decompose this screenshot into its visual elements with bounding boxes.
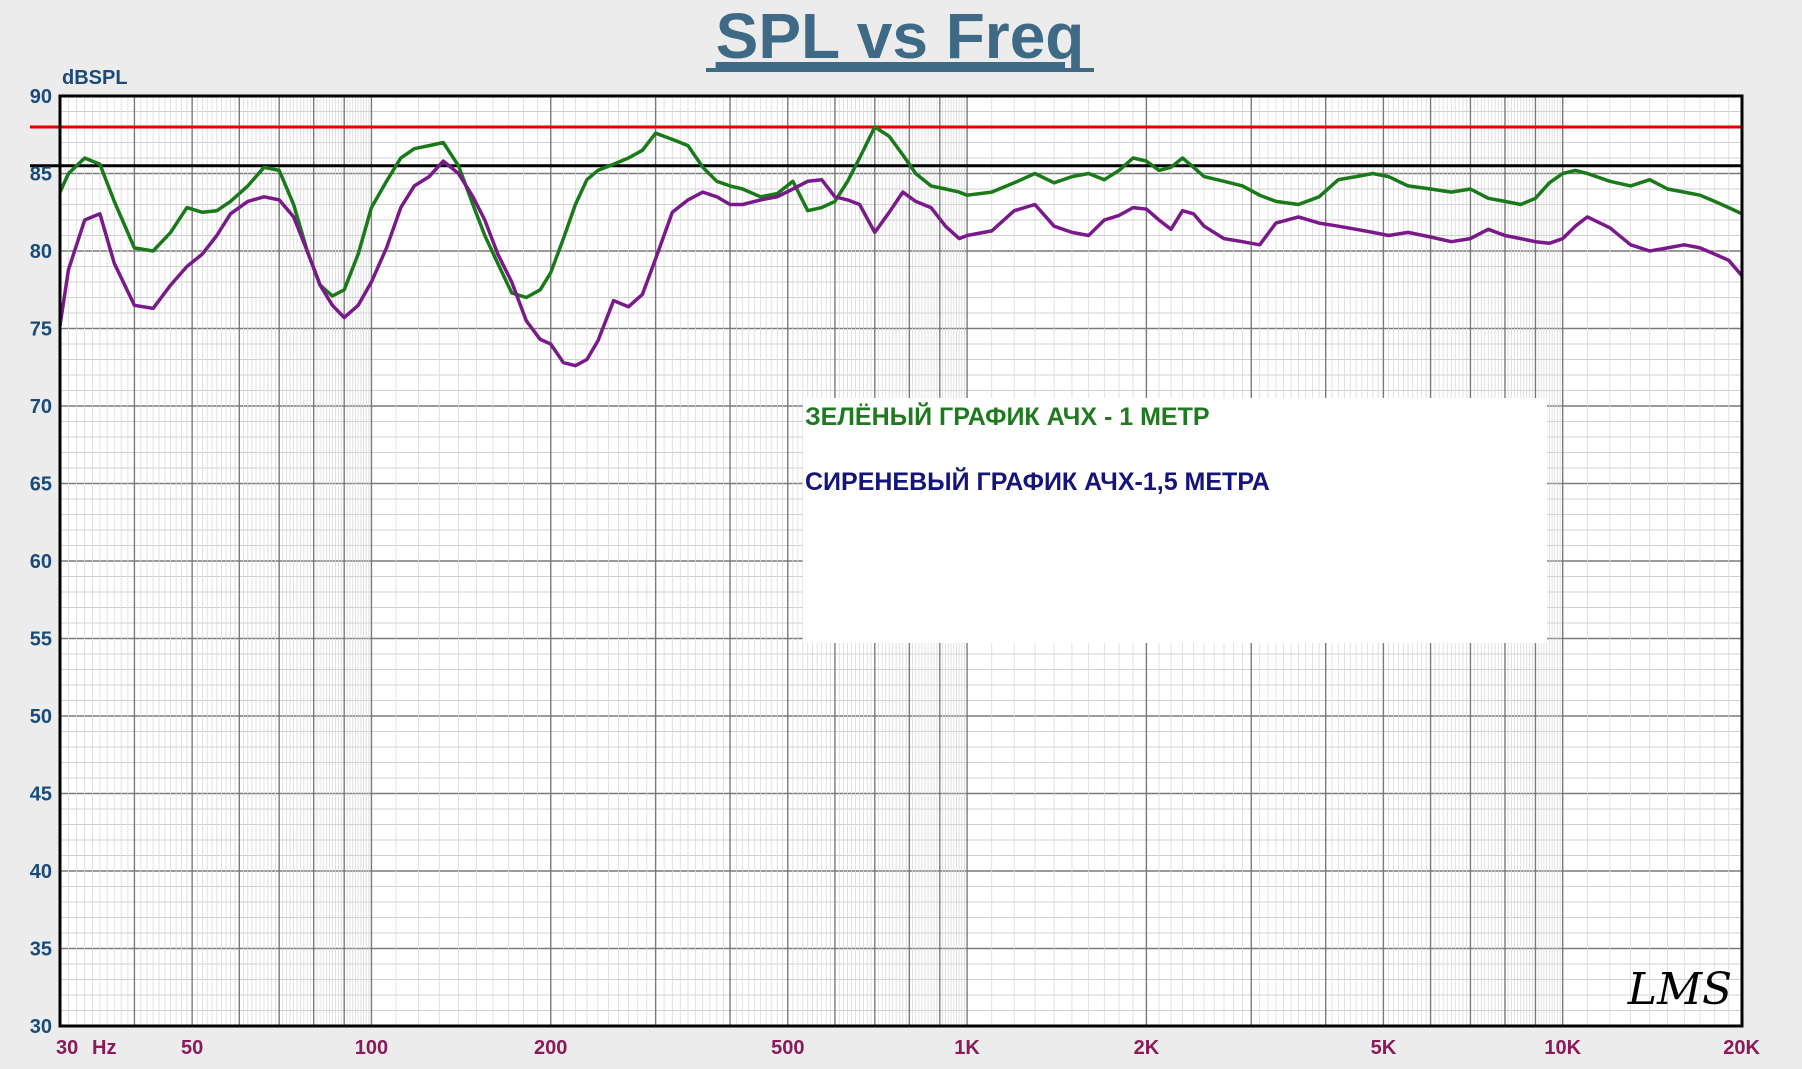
y-tick-labels: 90 85 80 75 70 65 60 55 50 45 40 35 30 — [30, 86, 52, 1038]
lms-logo: LMS — [1627, 964, 1732, 1015]
x-tick-label: 50 — [181, 1037, 203, 1059]
y-tick-label: 80 — [30, 241, 52, 263]
y-tick-label: 40 — [30, 861, 52, 883]
x-tick-label: 200 — [534, 1037, 567, 1059]
x-tick-label: 100 — [355, 1037, 388, 1059]
y-tick-label: 70 — [30, 396, 52, 418]
y-tick-label: 55 — [30, 629, 52, 651]
x-tick-label: 10K — [1544, 1037, 1581, 1059]
grid — [59, 95, 1743, 1027]
x-tick-label: 30 — [56, 1037, 78, 1059]
plot-frame — [58, 94, 1744, 1028]
y-tick-label: 65 — [30, 474, 52, 496]
series-line-0 — [58, 125, 1743, 300]
series-group — [58, 125, 1744, 368]
x-tick-label: 20K — [1723, 1037, 1760, 1059]
y-tick-label: 45 — [30, 784, 52, 806]
y-tick-label: 60 — [30, 551, 52, 573]
y-tick-label: 75 — [30, 319, 52, 341]
chart-title: SPL vs Freq — [716, 0, 1085, 72]
y-tick-label: 35 — [30, 939, 52, 961]
y-axis-label: dBSPL — [62, 67, 128, 89]
annotation-purple: СИРЕНЕВЫЙ ГРАФИК АЧХ-1,5 МЕТРА — [805, 466, 1270, 496]
x-tick-label: 5K — [1371, 1037, 1397, 1059]
x-tick-label: 2K — [1134, 1037, 1160, 1059]
annotation-box — [803, 398, 1547, 643]
y-tick-label: 85 — [30, 164, 52, 186]
series-line-1 — [58, 159, 1744, 368]
y-tick-label: 50 — [30, 706, 52, 728]
x-tick-label: 500 — [771, 1037, 804, 1059]
y-tick-label: 30 — [30, 1016, 52, 1038]
x-unit-label: Hz — [92, 1037, 116, 1059]
annotation-green: ЗЕЛЁНЫЙ ГРАФИК АЧХ - 1 МЕТР — [805, 401, 1210, 431]
y-tick-label: 90 — [30, 86, 52, 108]
x-tick-label: 1K — [954, 1037, 980, 1059]
reference-lines — [30, 125, 1742, 168]
x-tick-labels: 30 50 100 200 500 1K 2K 5K 10K 20K — [56, 1037, 1761, 1059]
